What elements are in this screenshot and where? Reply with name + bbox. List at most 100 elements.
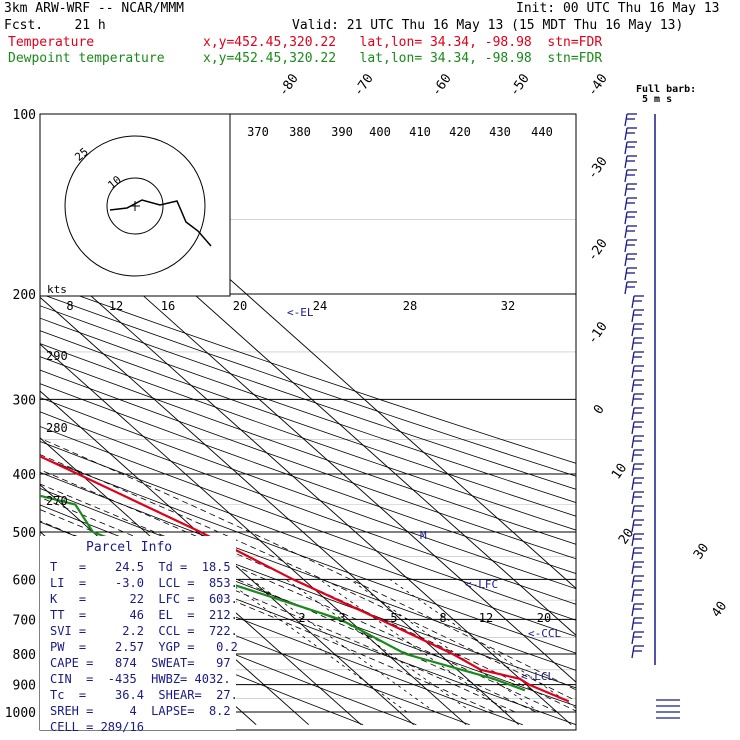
wind-barb	[631, 589, 644, 603]
marker-lcl: <-LCL	[521, 670, 555, 683]
wind-barb	[631, 491, 644, 505]
isotherm-label--40: -40	[585, 71, 611, 99]
moist-label-20: 20	[233, 299, 247, 313]
isotherm-20	[40, 249, 572, 726]
wind-barb	[631, 323, 644, 337]
isotherm-label--50: -50	[507, 71, 533, 99]
pressure-tick-500: 500	[13, 526, 36, 541]
hodo-trace	[109, 199, 212, 247]
isotherm-label-30: 30	[691, 541, 712, 562]
wind-barb	[631, 603, 644, 617]
mixing-ratio-12	[349, 578, 540, 713]
parcel-info-box: Parcel Info T = 24.5 Td = 18.5 LI = -3.0…	[40, 536, 238, 734]
moist-adiabat-8	[40, 520, 495, 713]
mixing-ratio-8	[319, 578, 508, 713]
wind-barbs	[624, 113, 680, 719]
pressure-tick-900: 900	[13, 679, 36, 694]
marker-lfc: <-LFC	[465, 578, 499, 591]
isotherm-10	[40, 296, 519, 726]
wind-barb	[624, 183, 637, 197]
pressure-tick-300: 300	[13, 393, 36, 408]
theta-label-270: 270	[46, 494, 68, 508]
pressure-tick-200: 200	[13, 288, 36, 303]
wind-barb	[624, 141, 637, 155]
mixing-ratio-label-8: 8	[439, 611, 446, 625]
legend-temperature: Temperature	[8, 35, 95, 50]
wind-barb	[631, 477, 644, 491]
dry-adiabat-250	[40, 594, 364, 726]
hodo-kts-label: kts	[47, 283, 67, 296]
wind-barb	[631, 337, 644, 351]
pressure-tick-600: 600	[13, 573, 36, 588]
sounding-profiles	[40, 455, 570, 703]
wind-barb	[631, 547, 644, 561]
wind-barb	[631, 351, 644, 365]
wind-barb	[631, 645, 644, 659]
isotherm--10	[40, 390, 414, 726]
forecast-hour: Fcst. 21 h	[4, 18, 106, 33]
dewpoint-line	[40, 494, 526, 692]
mixing-ratio-3	[250, 578, 436, 713]
parcel-row-pw: PW = 2.57 YGP = 0.2	[50, 640, 238, 654]
hodo-ring-inner	[106, 177, 164, 235]
valid-time: Valid: 21 UTC Thu 16 May 13 (15 MDT Thu …	[292, 18, 684, 33]
dry-adiabat-380	[40, 383, 576, 575]
wind-barb	[631, 407, 644, 421]
dry-adiabat-label-430: 430	[489, 125, 511, 139]
dry-adiabat-430	[40, 317, 576, 503]
dry-adiabat-260	[40, 575, 417, 726]
wind-barb	[624, 113, 637, 127]
wind-barb	[631, 561, 644, 575]
moist-adiabat-20	[40, 483, 558, 713]
legend-dewpoint: Dewpoint temperature	[8, 51, 165, 66]
mixing-ratio-5	[285, 578, 472, 713]
dry-adiabat-370	[40, 397, 576, 590]
moist-label-16: 16	[161, 299, 175, 313]
isotherm-label-0: 0	[591, 402, 608, 417]
mixing-ratio-label-2: 2	[298, 611, 305, 625]
legend-dewpoint-location: x,y=452.45,320.22 lat,lon= 34.34, -98.98…	[203, 51, 603, 66]
moist-label-32: 32	[501, 299, 515, 313]
wind-barb	[631, 617, 644, 631]
hodograph	[39, 113, 231, 297]
moist-adiabat-28	[40, 454, 576, 702]
pressure-tick-100: 100	[13, 108, 36, 123]
axes	[39, 113, 577, 731]
mixing-ratio-label-12: 12	[479, 611, 493, 625]
surface-wind-barbs	[656, 699, 680, 719]
pressure-tick-400: 400	[13, 468, 36, 483]
marker-m: M	[420, 529, 427, 542]
wind-barb	[624, 197, 637, 211]
wind-barb	[631, 379, 644, 393]
isotherm-label--10: -10	[585, 319, 611, 347]
dry-adiabat-450	[40, 293, 576, 477]
dry-adiabat-label-370: 370	[247, 125, 269, 139]
legend-temperature-location: x,y=452.45,320.22 lat,lon= 34.34, -98.98…	[203, 35, 603, 50]
mixing-ratio-2	[224, 578, 408, 713]
isotherm--20	[40, 437, 362, 726]
wind-barb	[624, 155, 637, 169]
wind-barb	[631, 505, 644, 519]
dry-adiabat-310	[40, 488, 576, 689]
mixing-ratio-label-20: 20	[537, 611, 551, 625]
wind-barb	[631, 449, 644, 463]
dry-adiabat-label-420: 420	[449, 125, 471, 139]
plot-frame	[39, 113, 577, 731]
parcel-row-svi: SVI = 2.2 CCL = 722.	[50, 624, 238, 638]
wind-barb	[624, 253, 637, 267]
wind-barb	[624, 127, 637, 141]
parcel-row-tt: TT = 46 EL = 212.	[50, 608, 238, 622]
parcel-row-k: K = 22 LFC = 603.	[50, 592, 238, 606]
parcel-row-cin: CIN = -435 HWBZ= 4032.	[50, 672, 231, 686]
dry-adiabat-330	[40, 456, 576, 654]
moist-label-28: 28	[403, 299, 417, 313]
dry-adiabat-label-410: 410	[409, 125, 431, 139]
parcel-row-t: T = 24.5 Td = 18.5	[50, 560, 231, 574]
wind-barb	[631, 519, 644, 533]
hodo-ring-outer	[64, 135, 206, 277]
wind-barb	[631, 309, 644, 323]
wind-barb	[631, 393, 644, 407]
wind-legend-line2: 5 m s	[642, 94, 673, 105]
dry-adiabat-440	[40, 305, 576, 490]
